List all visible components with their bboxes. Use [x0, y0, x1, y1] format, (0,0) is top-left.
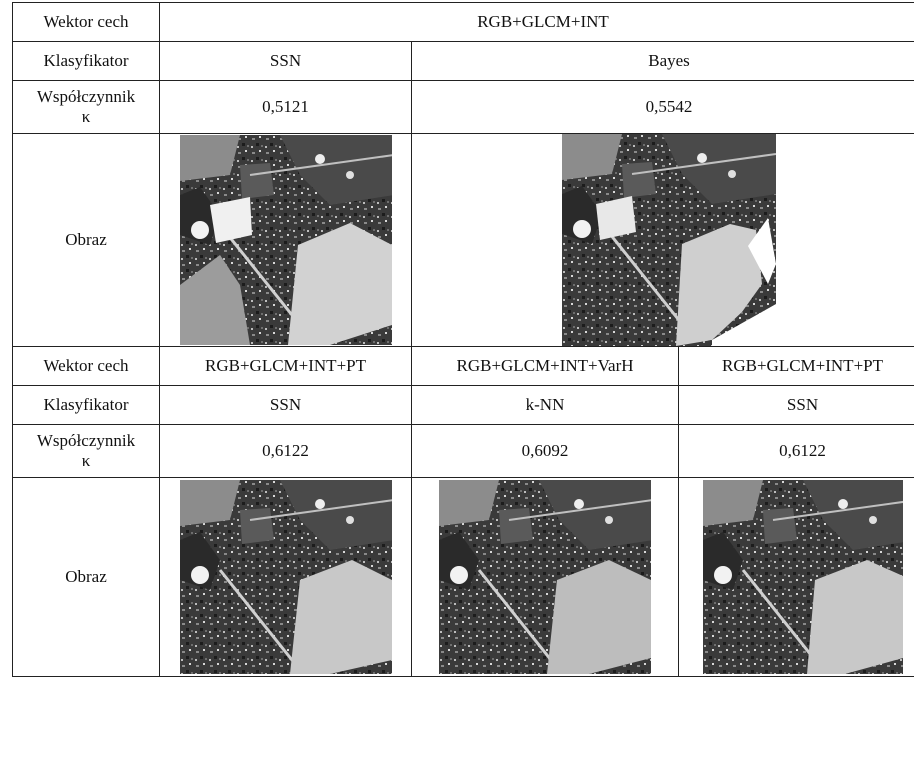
feature-vector-value: RGB+GLCM+INT: [158, 2, 914, 42]
label-coefficient-line1: Współczynnik: [36, 87, 136, 107]
label-classifier: Klasyfikator: [12, 41, 160, 81]
row-classifier-1: Klasyfikator SSN Bayes: [12, 41, 914, 81]
label-feature-vector: Wektor cech: [12, 2, 160, 42]
row-image-2: Obraz: [12, 477, 914, 677]
label-image: Obraz: [12, 133, 160, 347]
label-coefficient-line1: Współczynnik: [36, 431, 136, 451]
label-feature-vector: Wektor cech: [12, 346, 160, 386]
row-image-1: Obraz: [12, 133, 914, 347]
row-feature-vector-2: Wektor cech RGB+GLCM+INT+PT RGB+GLCM+INT…: [12, 346, 914, 386]
image-cell: [410, 133, 914, 347]
classifier-value: k-NN: [411, 385, 679, 425]
classifier-value: Bayes: [410, 41, 914, 81]
row-coefficient-1: Współczynnik κ 0,5121 0,5542: [12, 80, 914, 134]
image-cell: [677, 477, 914, 677]
feature-vector-value: RGB+GLCM+INT+PT: [159, 346, 412, 386]
classified-map-image: [179, 135, 392, 345]
classifier-value: SSN: [159, 385, 412, 425]
row-feature-vector-1: Wektor cech RGB+GLCM+INT: [12, 2, 914, 42]
image-cell: [411, 477, 679, 677]
image-cell: [159, 477, 412, 677]
kappa-value: 0,6122: [159, 424, 412, 478]
feature-vector-value: RGB+GLCM+INT+PT: [677, 346, 914, 386]
classified-map-image: [179, 480, 392, 674]
classifier-value: SSN: [159, 41, 412, 81]
label-image: Obraz: [12, 477, 160, 677]
label-coefficient: Współczynnik κ: [12, 424, 160, 478]
classification-results-table: Wektor cech RGB+GLCM+INT Klasyfikator SS…: [12, 2, 914, 677]
kappa-value: 0,5121: [159, 80, 412, 134]
classified-map-image: [562, 134, 776, 346]
kappa-value: 0,6092: [411, 424, 679, 478]
label-coefficient: Współczynnik κ: [12, 80, 160, 134]
row-coefficient-2: Współczynnik κ 0,6122 0,6092 0,6122: [12, 424, 914, 478]
classified-map-image: [439, 480, 651, 674]
label-coefficient-line2: κ: [81, 451, 91, 470]
results-page: Wektor cech RGB+GLCM+INT Klasyfikator SS…: [12, 2, 914, 677]
classified-map-image: [702, 480, 903, 674]
image-cell: [159, 133, 412, 347]
kappa-value: 0,6122: [677, 424, 914, 478]
kappa-value: 0,5542: [410, 80, 914, 134]
label-classifier: Klasyfikator: [12, 385, 160, 425]
label-coefficient-line2: κ: [81, 107, 91, 126]
feature-vector-value: RGB+GLCM+INT+VarH: [411, 346, 679, 386]
classifier-value: SSN: [677, 385, 914, 425]
row-classifier-2: Klasyfikator SSN k-NN SSN: [12, 385, 914, 425]
